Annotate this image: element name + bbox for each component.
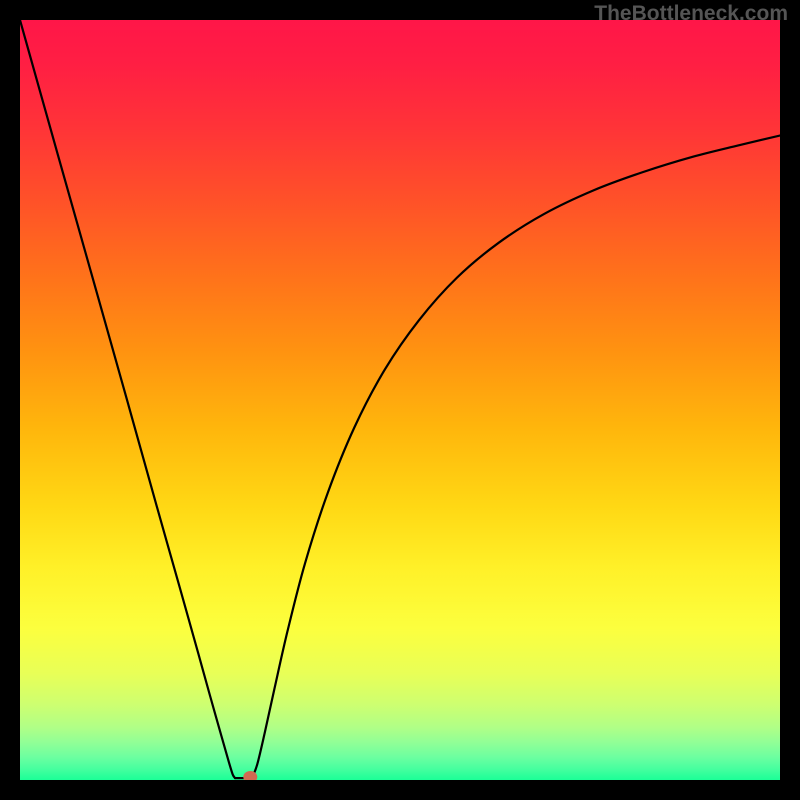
bottleneck-chart <box>20 20 780 780</box>
chart-svg <box>20 20 780 780</box>
chart-container: TheBottleneck.com <box>0 0 800 800</box>
chart-background <box>20 20 780 780</box>
watermark-text: TheBottleneck.com <box>594 2 788 26</box>
